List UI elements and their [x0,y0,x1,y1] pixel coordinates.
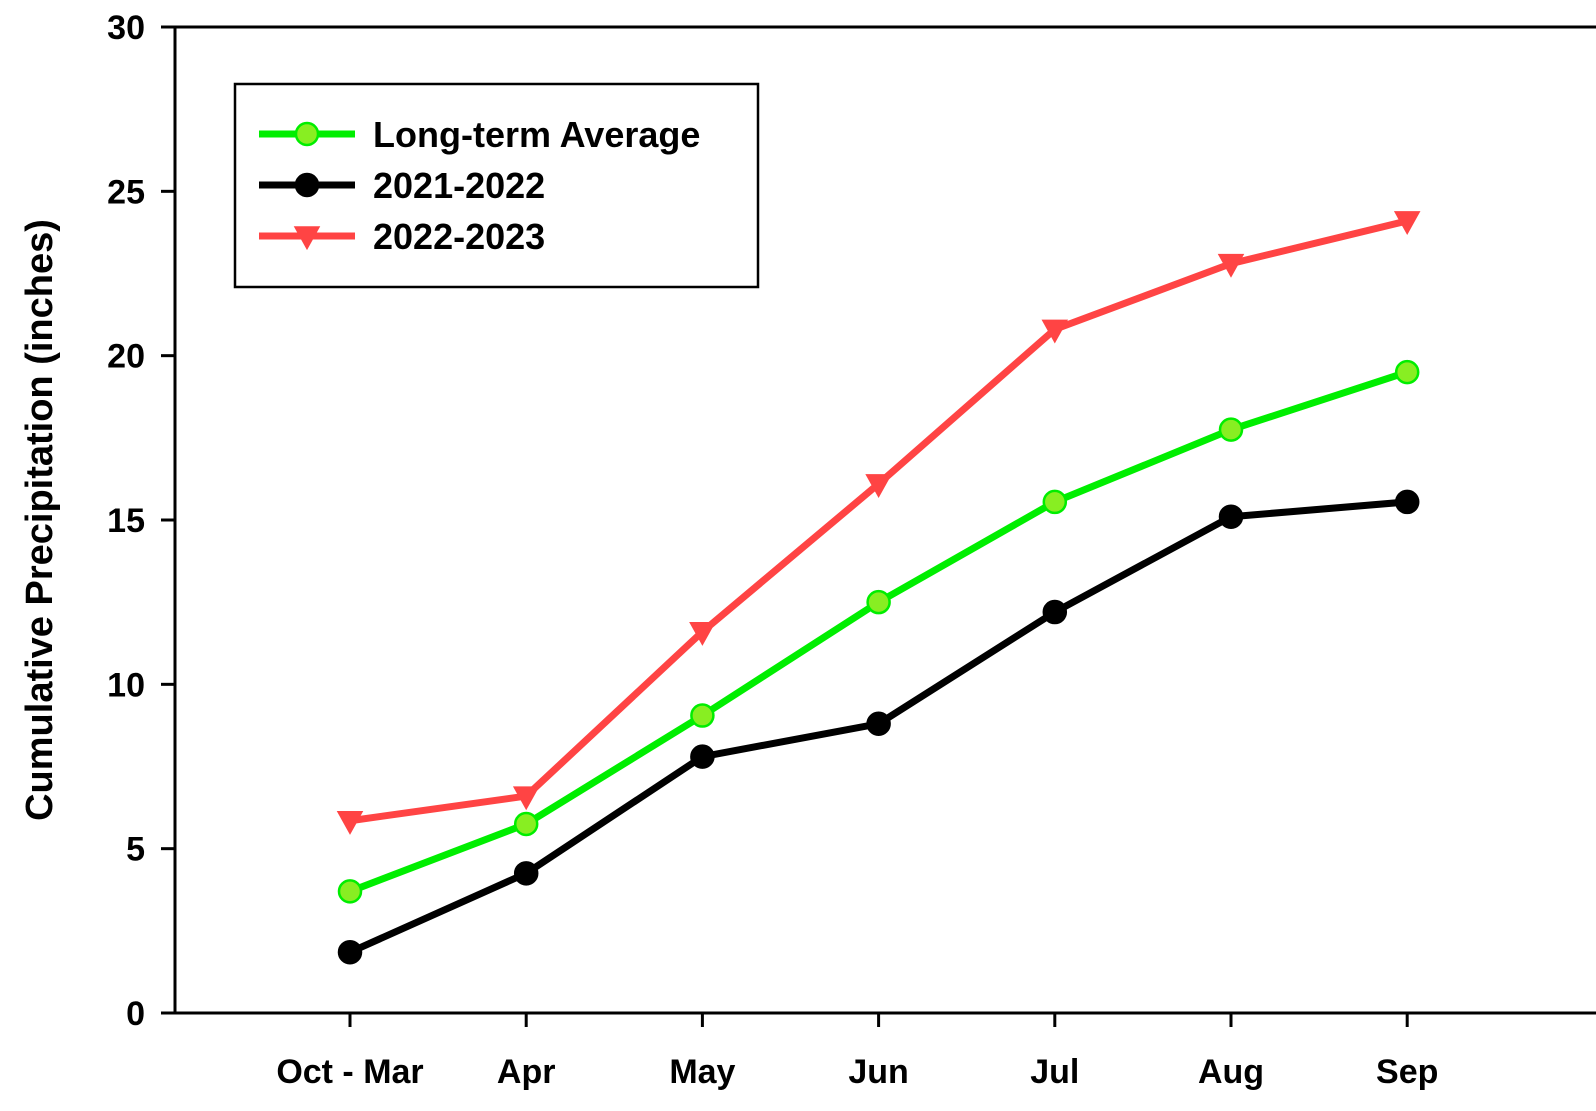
series-long-term-average [337,359,1420,904]
data-point [1218,504,1244,529]
data-point [337,879,363,904]
series-line [348,368,1409,895]
legend-swatch-marker [294,121,320,147]
x-tick-label: Jun [848,1053,908,1091]
data-point [1218,417,1244,442]
series-2021-2022 [337,489,1420,965]
data-point [866,589,891,615]
data-point [1394,359,1420,385]
y-tick-label: 30 [107,9,145,47]
legend-label: Long-term Average [373,114,700,155]
x-tick-label: Apr [497,1053,556,1091]
legend-label: 2021-2022 [373,165,545,206]
x-tick-label: Sep [1376,1053,1438,1091]
data-point [1394,489,1420,515]
legend-label: 2022-2023 [373,216,545,257]
data-point [336,810,364,835]
y-tick-label: 0 [126,995,145,1033]
data-point [1041,319,1069,344]
data-point [512,786,540,811]
legend-swatch-marker [294,172,320,198]
x-tick-label: Aug [1198,1053,1264,1091]
data-point [1217,253,1245,278]
series-2022-2023 [336,211,1421,835]
x-tick-label: May [669,1053,735,1091]
axes-group: 0 5 10 15 20 25 30 Oct - Mar Apr May Jun Jul Aug Sep [107,9,1596,1091]
y-tick-label: 15 [107,502,145,540]
data-point [513,811,539,837]
y-tick-label: 10 [107,666,145,704]
legend: Long-term Average 2021-2022 2022-2023 [233,82,760,289]
series-group [336,211,1421,965]
data-point [866,711,891,737]
data-point [1393,211,1421,236]
data-point [513,861,539,886]
y-tick-label: 5 [126,831,145,869]
data-point [337,939,363,965]
y-tick-label: 20 [107,338,145,376]
data-point [689,621,716,646]
y-tick-label: 25 [107,173,145,211]
x-tick-label: Oct - Mar [276,1053,423,1091]
data-point [1042,599,1068,625]
data-point [690,703,715,728]
data-point [865,474,892,498]
y-axis-title: Cumulative Precipitation (inches) [19,219,61,821]
data-point [1042,489,1068,515]
legend-swatch-marker [293,226,321,251]
data-point [690,744,715,769]
x-tick-label: Jul [1030,1053,1079,1091]
